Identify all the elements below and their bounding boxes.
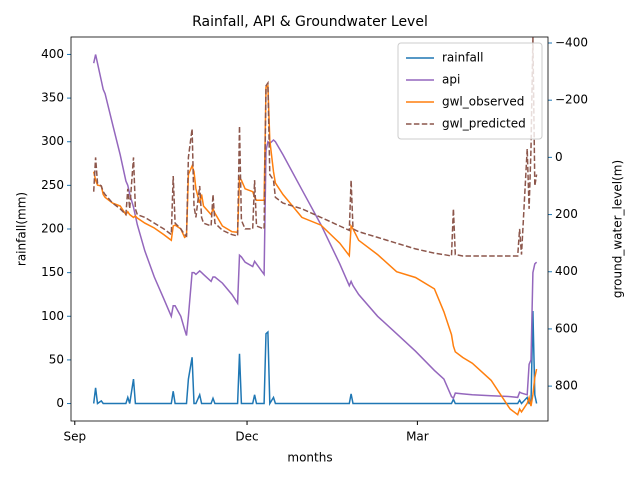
chart-title: Rainfall, API & Groundwater Level bbox=[192, 14, 428, 30]
y2-tick-label: 600 bbox=[555, 321, 578, 335]
series-line bbox=[92, 37, 538, 257]
y-tick-label: 100 bbox=[41, 309, 64, 323]
legend-label: gwl_predicted bbox=[442, 117, 526, 131]
y-tick-label: 350 bbox=[41, 91, 64, 105]
y-tick-label: 50 bbox=[49, 352, 64, 366]
y2-tick-label: −400 bbox=[555, 36, 588, 50]
legend-label: api bbox=[442, 73, 460, 87]
y2-tick-label: 200 bbox=[555, 207, 578, 221]
legend-label: rainfall bbox=[442, 51, 483, 65]
series-line bbox=[92, 54, 538, 400]
y-tick-label: 200 bbox=[41, 222, 64, 236]
series-line bbox=[92, 84, 538, 416]
series-line bbox=[92, 310, 538, 407]
x-tick-label: Mar bbox=[406, 430, 429, 444]
y-axis-label: rainfall(mm) bbox=[15, 192, 29, 266]
x-tick-label: Dec bbox=[235, 430, 258, 444]
legend-label: gwl_observed bbox=[442, 95, 524, 109]
y2-tick-label: 0 bbox=[555, 150, 563, 164]
y-tick-label: 400 bbox=[41, 47, 64, 61]
y-tick-label: 300 bbox=[41, 134, 64, 148]
y2-axis-label: ground_water_level(m) bbox=[611, 160, 625, 298]
x-axis-label: months bbox=[287, 451, 332, 465]
y2-tick-label: 800 bbox=[555, 379, 578, 393]
y-tick-label: 0 bbox=[56, 396, 64, 410]
legend-box bbox=[397, 42, 543, 140]
y-tick-label: 250 bbox=[41, 178, 64, 192]
y-tick-label: 150 bbox=[41, 265, 64, 279]
x-tick-label: Sep bbox=[63, 430, 86, 444]
y2-tick-label: 400 bbox=[555, 264, 578, 278]
plot-frame bbox=[70, 36, 549, 422]
y2-tick-label: −200 bbox=[555, 93, 588, 107]
